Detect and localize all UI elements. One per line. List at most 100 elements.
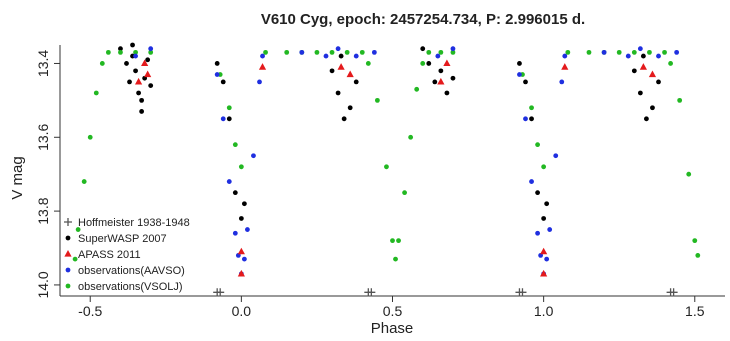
data-point [341,116,347,122]
data-point [677,97,683,103]
data-point [647,49,652,55]
data-point [81,179,87,184]
data-point [251,153,256,159]
data-point [263,49,268,55]
data-point [226,179,232,184]
data-point [139,109,145,114]
data-point [637,90,643,96]
data-point [145,57,151,63]
data-point [523,79,528,85]
data-point [637,46,643,52]
legend-marker [64,250,72,257]
data-point [258,63,267,70]
data-point [139,97,145,103]
data-point [601,49,607,55]
plot-frame [59,45,725,297]
y-axis-label: V mag [9,156,26,199]
series-1 [118,42,661,221]
data-point [241,201,247,207]
legend-label: Hoffmeister 1938-1948 [78,217,190,229]
data-point [133,49,138,55]
legend-label: APASS 2011 [78,249,141,261]
data-point [402,190,407,196]
data-point [214,72,220,77]
x-axis: -0.5 0.0 0.5 1.0 1.5 [78,296,705,319]
data-point [226,116,232,122]
data-point [216,288,225,297]
series-0 [213,288,678,297]
data-point [232,142,238,148]
data-point [674,49,680,55]
data-point [329,49,335,55]
data-point [668,61,673,66]
series-4 [72,49,701,262]
data-point [662,49,667,55]
data-point [562,53,568,59]
data-point [426,49,432,55]
data-point [118,49,123,55]
legend-marker [65,235,71,241]
data-points [72,42,701,297]
legend: Hoffmeister 1938-1948 SuperWASP 2007 APASS… [64,217,190,293]
data-point [323,53,329,59]
data-point [384,164,389,170]
data-point [238,164,244,170]
data-point [586,49,592,55]
data-point [353,79,359,85]
data-point [631,68,637,74]
x-tick-label: 1.5 [685,303,705,319]
data-point [124,61,129,66]
data-point [544,256,550,262]
y-axis: 13.4 13.6 13.8 14.0 [35,50,60,299]
data-point [414,86,420,92]
data-point [540,269,548,277]
data-point [232,190,238,196]
data-point [353,53,359,59]
data-point [639,63,647,70]
data-point [420,46,426,52]
data-point [686,171,692,177]
legend-label: observations(AAVSO) [78,265,185,277]
data-point [237,269,245,277]
data-point [347,105,353,111]
data-point [631,49,637,55]
data-point [393,256,398,262]
legend-marker [64,218,72,226]
series-3 [133,46,680,277]
legend-marker [65,267,71,273]
data-point [374,97,380,103]
data-point [565,49,571,55]
x-tick-label: 0.0 [232,303,252,319]
data-point [241,256,247,262]
data-point [257,79,262,85]
data-point [144,70,152,78]
data-point [648,70,657,78]
chart-title: V610 Cyg, epoch: 2457254.734, P: 2.99601… [261,11,585,28]
data-point [329,68,335,74]
data-point [99,61,105,66]
data-point [72,256,78,262]
data-point [335,46,341,52]
data-point [148,49,154,55]
data-point [695,252,701,258]
data-point [87,134,93,140]
data-point [127,79,132,85]
data-point [130,42,135,48]
x-axis-label: Phase [371,320,414,337]
data-point [656,79,661,85]
data-point [408,134,414,140]
data-point [299,49,305,55]
data-point [365,61,371,66]
data-point [118,46,123,52]
data-point [220,79,226,85]
data-point [443,59,451,67]
data-point [616,49,622,55]
data-point [640,53,646,59]
data-point [650,105,655,111]
data-point [523,116,528,122]
data-point [133,68,138,74]
data-point [435,53,441,59]
data-point [561,63,569,70]
x-tick-label: 1.0 [534,303,554,319]
